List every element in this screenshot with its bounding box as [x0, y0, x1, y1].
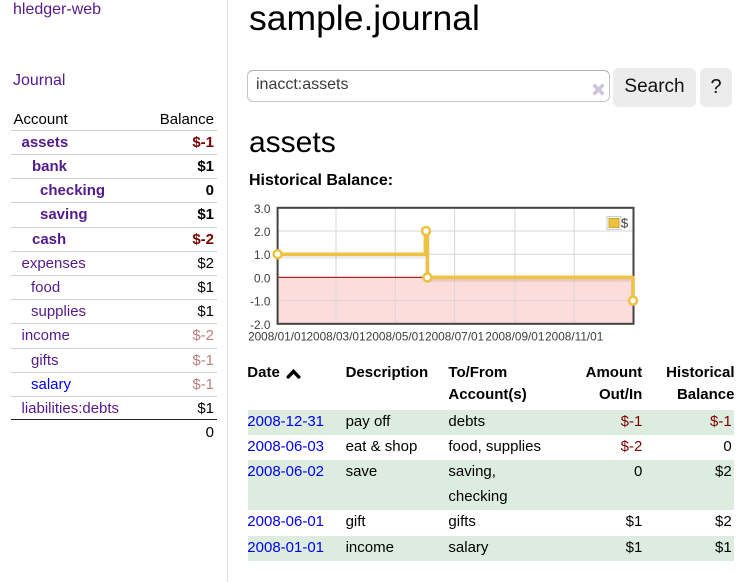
svg-text:0.0: 0.0: [254, 271, 271, 285]
svg-text:1.0: 1.0: [254, 248, 271, 262]
svg-text:-1.0: -1.0: [250, 295, 271, 309]
svg-text:2008/01/01: 2008/01/01: [248, 329, 307, 343]
svg-text:2008/05/01: 2008/05/01: [366, 329, 425, 343]
svg-text:2.0: 2.0: [254, 225, 271, 239]
svg-text:2008/07/01: 2008/07/01: [425, 329, 484, 343]
svg-text:2008/09/01: 2008/09/01: [485, 329, 544, 343]
svg-text:2008/03/01: 2008/03/01: [306, 329, 365, 343]
svg-text:3.0: 3.0: [254, 202, 271, 216]
svg-text:$: $: [621, 216, 629, 231]
svg-text:-2.0: -2.0: [250, 318, 271, 332]
svg-text:2008/11/01: 2008/11/01: [545, 329, 603, 343]
